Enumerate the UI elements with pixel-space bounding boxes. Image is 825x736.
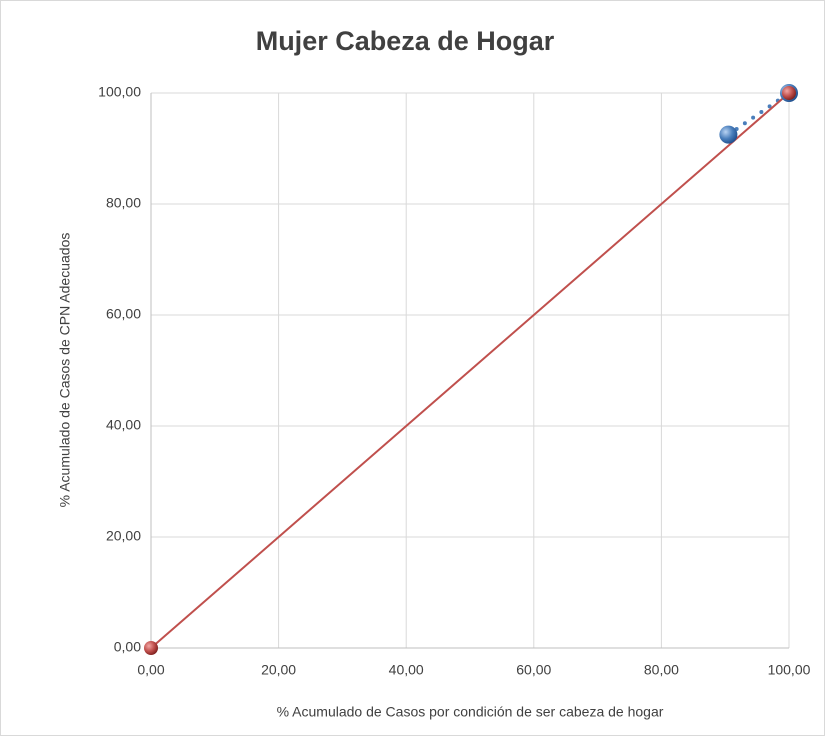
x-tick-label: 0,00: [137, 662, 164, 678]
y-axis-label: % Acumulado de Casos de CPN Adecuados: [57, 233, 73, 508]
x-tick-label: 60,00: [516, 662, 551, 678]
x-axis-label: % Acumulado de Casos por condición de se…: [277, 704, 664, 720]
x-tick-label: 20,00: [261, 662, 296, 678]
chart-title: Mujer Cabeza de Hogar: [256, 26, 555, 56]
y-tick-label: 80,00: [106, 195, 141, 211]
y-tick-label: 0,00: [114, 639, 141, 655]
y-tick-label: 100,00: [98, 84, 141, 100]
x-tick-label: 40,00: [389, 662, 424, 678]
point: [144, 641, 158, 655]
y-tick-label: 60,00: [106, 306, 141, 322]
point: [782, 86, 796, 100]
y-tick-label: 40,00: [106, 417, 141, 433]
x-tick-label: 80,00: [644, 662, 679, 678]
y-tick-label: 20,00: [106, 528, 141, 544]
x-tick-label: 100,00: [768, 662, 811, 678]
point: [719, 125, 738, 144]
series-line: [726, 91, 791, 137]
series-line: [150, 92, 790, 649]
